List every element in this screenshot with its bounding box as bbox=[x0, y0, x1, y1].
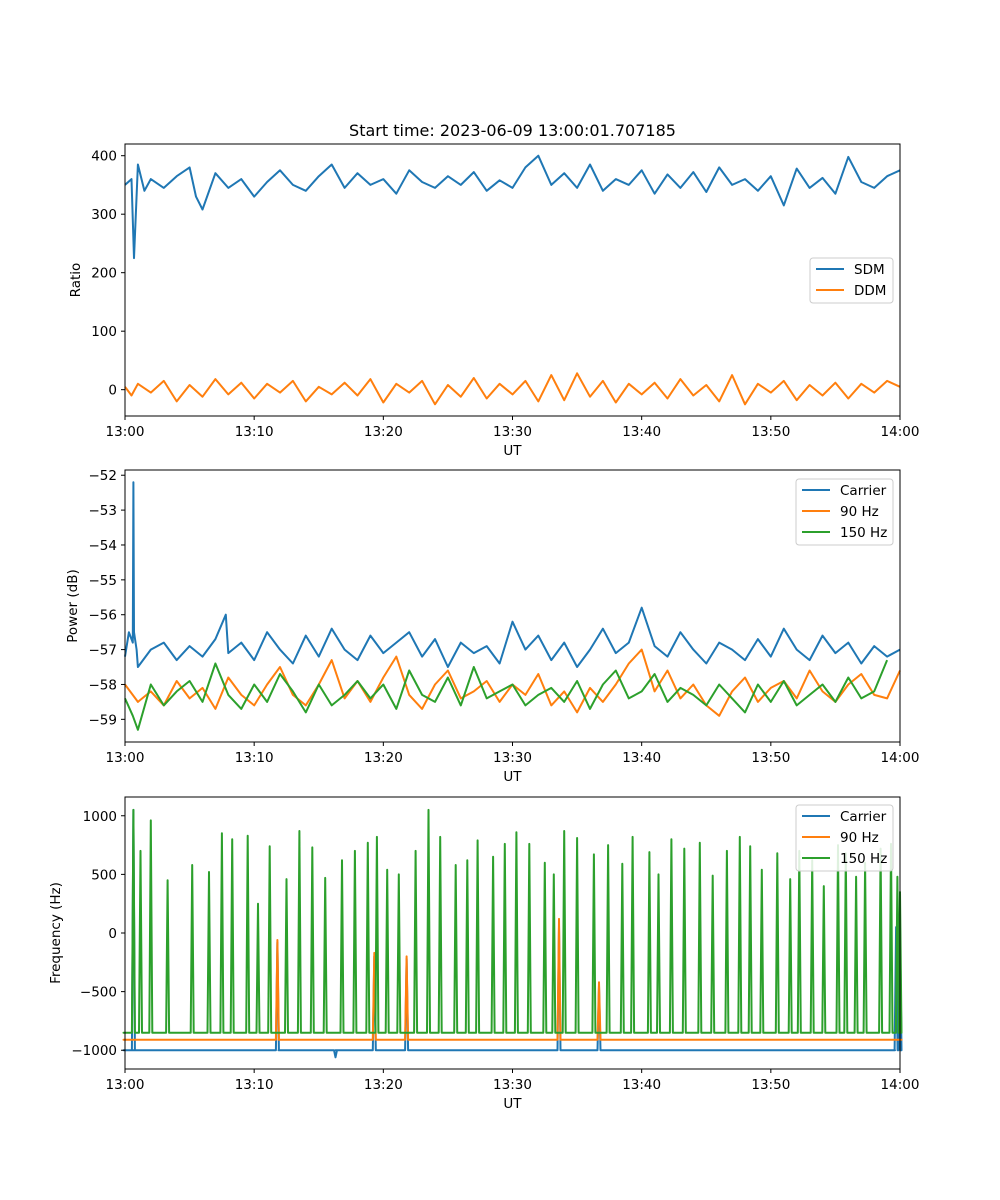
x-tick-label: 13:00 bbox=[106, 424, 145, 440]
x-tick-label: 14:00 bbox=[881, 1077, 920, 1093]
x-tick-label: 13:00 bbox=[106, 750, 145, 766]
legend-label: 150 Hz bbox=[840, 851, 887, 867]
x-axis-label: UT bbox=[503, 1096, 522, 1112]
power-panel: 13:00 13:10 13:20 13:30 13:40 13:50 14:00 −52 −5… bbox=[65, 468, 919, 785]
legend-label: 150 Hz bbox=[840, 525, 887, 541]
y-axis-label: Frequency (Hz) bbox=[48, 882, 64, 984]
x-tick-label: 14:00 bbox=[881, 750, 920, 766]
axes-frame bbox=[124, 796, 901, 1070]
legend-label: SDM bbox=[854, 262, 885, 278]
legend-label: Carrier bbox=[840, 483, 887, 499]
x-tick-label: 13:20 bbox=[364, 424, 403, 440]
legend: Carrier 90 Hz 150 Hz bbox=[795, 478, 894, 546]
x-tick-label: 13:50 bbox=[751, 750, 790, 766]
x-tick-label: 13:20 bbox=[364, 1077, 403, 1093]
y-tick-label: 500 bbox=[91, 867, 117, 883]
x-tick-label: 13:10 bbox=[235, 750, 274, 766]
series-line-carrier bbox=[122, 808, 903, 1059]
x-tick-label: 13:30 bbox=[493, 1077, 532, 1093]
frequency-panel: 13:00 13:10 13:20 13:30 13:40 13:50 14:00 1000 5… bbox=[48, 796, 920, 1112]
y-tick-label: −53 bbox=[89, 503, 118, 519]
legend-label: Carrier bbox=[840, 809, 887, 825]
y-tick-label: 200 bbox=[91, 266, 117, 282]
axes-frame bbox=[124, 143, 901, 417]
x-tick-label: 13:30 bbox=[493, 750, 532, 766]
x-tick-label: 13:30 bbox=[493, 424, 532, 440]
series-line-150-hz bbox=[122, 808, 903, 1034]
figure-title: Start time: 2023-06-09 13:00:01.707185 bbox=[349, 121, 676, 140]
series-line-sdm bbox=[124, 154, 901, 260]
x-tick-label: 13:40 bbox=[622, 750, 661, 766]
y-tick-label: 0 bbox=[108, 383, 117, 399]
y-tick-label: 0 bbox=[108, 926, 117, 942]
series-line-90-hz bbox=[122, 917, 903, 1041]
x-tick-label: 13:50 bbox=[751, 424, 790, 440]
y-tick-label: −58 bbox=[89, 677, 118, 693]
y-tick-label: 300 bbox=[91, 207, 117, 223]
x-axis-label: UT bbox=[503, 443, 522, 459]
x-tick-label: 13:40 bbox=[622, 1077, 661, 1093]
y-tick-label: 1000 bbox=[83, 809, 117, 825]
x-tick-label: 14:00 bbox=[881, 424, 920, 440]
legend-frame bbox=[795, 478, 894, 546]
legend-frame bbox=[795, 804, 894, 872]
y-axis-label: Power (dB) bbox=[65, 569, 81, 642]
axes-frame bbox=[124, 469, 901, 743]
y-tick-label: 100 bbox=[91, 324, 117, 340]
y-axis-label: Ratio bbox=[68, 263, 84, 298]
y-tick-label: −500 bbox=[80, 985, 117, 1001]
y-tick-label: −54 bbox=[89, 538, 118, 554]
legend-label: 90 Hz bbox=[840, 830, 879, 846]
y-tick-label: −55 bbox=[89, 573, 118, 589]
legend-label: 90 Hz bbox=[840, 504, 879, 520]
series-line-150-hz bbox=[124, 659, 889, 731]
x-tick-label: 13:50 bbox=[751, 1077, 790, 1093]
legend-label: DDM bbox=[854, 283, 886, 299]
x-tick-label: 13:10 bbox=[235, 424, 274, 440]
x-tick-label: 13:20 bbox=[364, 750, 403, 766]
ratio-panel: 13:00 13:10 13:20 13:30 13:40 13:50 14:00 0 100 2… bbox=[68, 143, 920, 459]
legend: SDM DDM bbox=[809, 257, 894, 304]
y-tick-label: −56 bbox=[89, 608, 118, 624]
legend: Carrier 90 Hz 150 Hz bbox=[795, 804, 894, 872]
y-tick-label: −1000 bbox=[71, 1043, 117, 1059]
y-tick-label: −52 bbox=[89, 468, 118, 484]
series-line-ddm bbox=[124, 372, 901, 406]
x-tick-label: 13:40 bbox=[622, 424, 661, 440]
y-tick-label: −57 bbox=[89, 643, 118, 659]
y-tick-label: −59 bbox=[89, 712, 118, 728]
y-tick-label: 400 bbox=[91, 149, 117, 165]
x-axis-label: UT bbox=[503, 769, 522, 785]
x-tick-label: 13:00 bbox=[106, 1077, 145, 1093]
series-line-carrier bbox=[124, 481, 901, 668]
x-tick-label: 13:10 bbox=[235, 1077, 274, 1093]
